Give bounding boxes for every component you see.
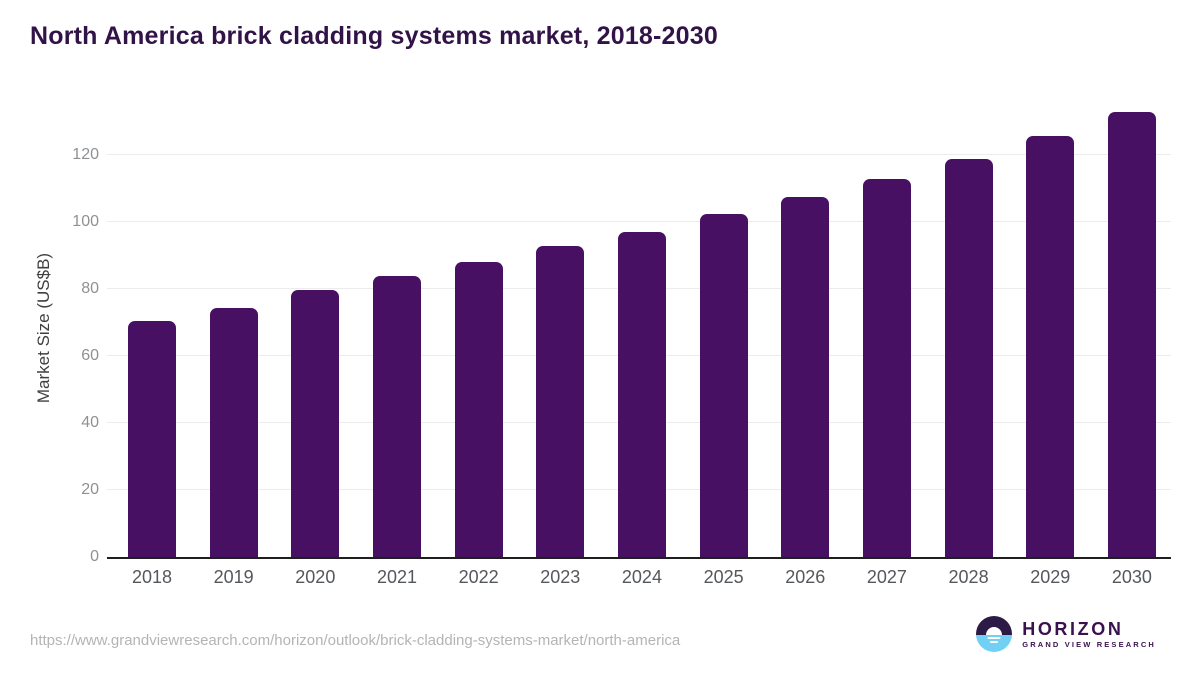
y-tick-0: 0 [90,548,99,565]
logo-name: HORIZON [1022,618,1124,639]
bar-2030 [1107,111,1156,557]
logo-reflection-line [987,636,1001,639]
bar-2018 [128,321,176,557]
bar-2025 [699,214,748,557]
bar-2020 [291,290,340,557]
x-tick-2029: 2029 [1030,567,1071,587]
logo-subtitle: GRAND VIEW RESEARCH [1022,639,1156,649]
x-tick-2018: 2018 [131,567,173,587]
x-axis-labels: 2018 2019 2020 2021 2022 2023 2024 2025 2026 2027… [107,567,1171,588]
y-tick-120: 120 [72,145,99,163]
y-tick-20: 20 [81,480,99,498]
x-tick-2021: 2021 [376,567,417,587]
gridline-100 [107,220,1171,222]
bar-2023 [536,245,585,557]
bar-2022 [454,261,503,557]
bar-2029 [1026,136,1075,557]
y-tick-100: 100 [72,212,99,230]
logo-reflection-line [990,640,999,643]
plot-area: 0 20 40 60 80 100 120 [72,100,1171,565]
x-tick-2027: 2027 [866,567,907,587]
source-url: https://www.grandviewresearch.com/horizo… [30,632,681,649]
bar-series [107,100,1171,557]
bar-2026 [781,196,830,557]
x-tick-2020: 2020 [295,567,336,587]
x-tick-2025: 2025 [703,567,744,587]
y-tick-80: 80 [81,279,99,297]
x-tick-2030: 2030 [1111,567,1152,587]
bar-2028 [944,159,993,557]
gridline-120 [107,153,1171,155]
horizon-sun-icon [976,616,1013,652]
logo-sky-half [976,616,1013,635]
x-tick-2024: 2024 [621,567,662,587]
y-tick-labels: 0 20 40 60 80 100 120 [72,100,1171,565]
logo-text: HORIZON GRAND VIEW RESEARCH [1022,620,1156,649]
x-tick-2026: 2026 [785,567,826,587]
chart-title: North America brick cladding systems mar… [30,22,718,50]
y-tick-60: 60 [81,346,99,364]
horizon-logo: HORIZON GRAND VIEW RESEARCH [976,616,1156,652]
x-tick-2028: 2028 [948,567,989,587]
x-tick-2022: 2022 [458,567,499,587]
bar-2024 [617,232,666,557]
y-axis-label: Market Size (US$B) [34,252,53,404]
logo-sea-half [976,634,1013,652]
bar-2021 [372,276,421,557]
bar-2019 [209,307,258,557]
x-tick-2023: 2023 [540,567,581,587]
logo-sun [986,626,1003,635]
bar-2027 [862,178,911,557]
x-tick-2019: 2019 [213,567,254,587]
y-tick-40: 40 [81,413,99,431]
